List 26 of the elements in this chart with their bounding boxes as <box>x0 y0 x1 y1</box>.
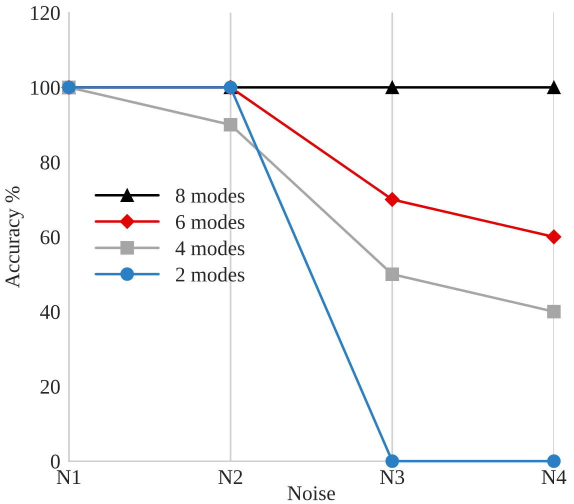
point <box>224 118 238 132</box>
x-tick-label: N1 <box>56 470 80 484</box>
y-tick-label: 60 <box>40 230 60 244</box>
y-tick-label: 20 <box>40 380 60 394</box>
legend-label: 8 modes <box>176 188 244 203</box>
y-tick-label: 120 <box>31 6 60 20</box>
point <box>385 454 400 468</box>
point <box>547 80 561 94</box>
y-tick-label: 0 <box>50 454 60 469</box>
point <box>385 80 400 94</box>
point <box>546 229 562 244</box>
point <box>385 267 400 282</box>
legend-label: 6 modes <box>176 214 244 229</box>
point <box>384 192 400 207</box>
y-tick-label: 40 <box>40 305 60 320</box>
legend-label: 4 modes <box>176 240 244 256</box>
x-axis-title: Noise <box>288 486 335 500</box>
legend-label: 2 modes <box>176 266 244 282</box>
point <box>547 304 561 318</box>
y-axis-title: Accuracy % <box>5 186 24 288</box>
point <box>547 454 561 468</box>
x-tick-label: N4 <box>542 470 566 484</box>
y-tick-label: 80 <box>40 155 60 170</box>
x-tick-label: N2 <box>218 470 242 484</box>
x-tick-label: N3 <box>380 470 404 484</box>
y-tick-label: 100 <box>31 80 60 95</box>
